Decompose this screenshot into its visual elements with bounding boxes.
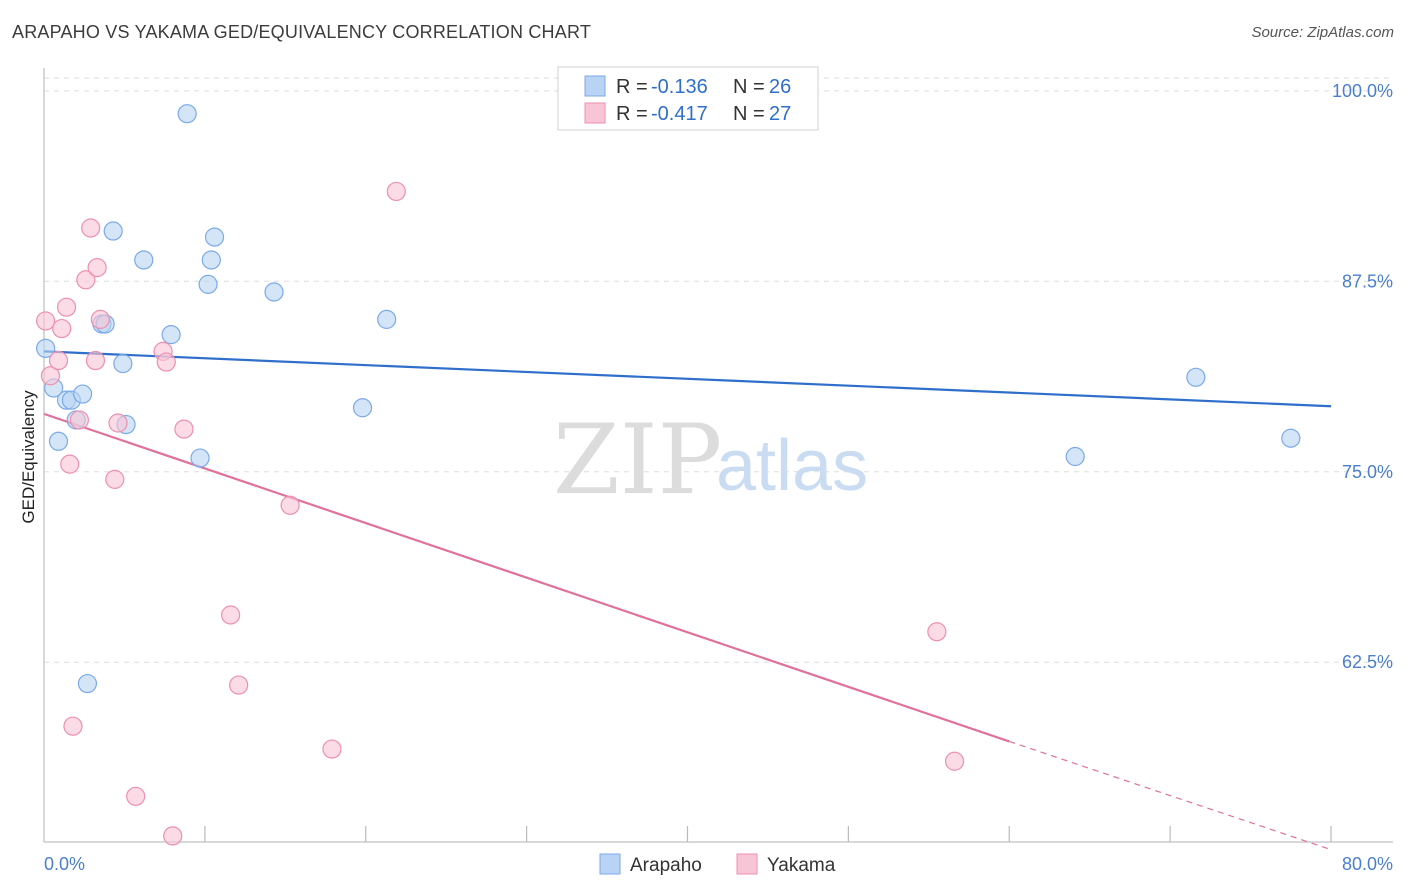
point-yakama [229, 675, 249, 695]
axes [43, 68, 1393, 843]
point-yakama [163, 826, 183, 846]
legend-r-value-yakama: -0.417 [651, 103, 708, 125]
watermark: ZIP atlas [553, 404, 868, 516]
point-yakama [52, 318, 72, 339]
point-arapaho [198, 274, 218, 294]
point-yakama [174, 419, 194, 439]
point-yakama [105, 469, 125, 489]
point-yakama [126, 786, 146, 806]
point-yakama [87, 257, 107, 278]
point-yakama [927, 622, 947, 642]
point-arapaho [77, 673, 98, 694]
legend-r-label-yakama: R = [616, 103, 653, 125]
legend-box: R = -0.136 N = 26 R = -0.417 N = 27 [557, 66, 819, 131]
legend-n-value-yakama: 27 [769, 103, 791, 125]
x-axis-ticks [204, 826, 1332, 842]
watermark-zip: ZIP [553, 404, 722, 516]
chart-title: ARAPAHO VS YAKAMA GED/EQUIVALENCY CORREL… [12, 22, 592, 42]
y-tick-label: 100.0% [1332, 81, 1393, 101]
point-yakama [108, 413, 128, 433]
legend-swatch-yakama [584, 102, 606, 124]
point-arapaho [73, 384, 93, 404]
y-tick-labels: 62.5% 75.0% 87.5% 100.0% [1332, 81, 1393, 672]
trend-lines [43, 350, 1332, 851]
legend-n-value-arapaho: 26 [769, 76, 791, 98]
bottom-legend-label-yakama: Yakama [767, 855, 836, 876]
point-arapaho [204, 227, 225, 247]
point-yakama [81, 218, 101, 238]
legend-r-value-arapaho: -0.136 [651, 76, 708, 98]
legend-swatch-arapaho [584, 75, 606, 97]
point-arapaho [103, 221, 123, 241]
source-label: Source: ZipAtlas.com [1251, 24, 1394, 41]
point-yakama [280, 495, 300, 515]
trend-line-arapaho [43, 350, 1332, 408]
trend-line-yakama-extension [1009, 740, 1332, 851]
bottom-legend-swatch-yakama [736, 853, 758, 875]
point-arapaho [48, 431, 69, 451]
point-arapaho [190, 448, 210, 468]
point-yakama [63, 716, 83, 736]
watermark-atlas: atlas [716, 426, 868, 506]
point-arapaho [201, 250, 221, 270]
point-arapaho [177, 104, 197, 124]
y-tick-label: 62.5% [1342, 652, 1393, 672]
point-yakama [60, 454, 80, 474]
x-tick-label: 80.0% [1342, 854, 1393, 874]
point-arapaho [36, 338, 56, 358]
point-arapaho [161, 325, 181, 345]
data-points [36, 104, 1301, 846]
legend-n-label-yakama: N = [733, 103, 770, 125]
x-tick-label: 0.0% [44, 854, 85, 874]
x-tick-labels: 0.0% 80.0% [44, 854, 1393, 874]
y-tick-label: 87.5% [1342, 271, 1393, 291]
point-yakama [85, 350, 106, 371]
point-yakama [56, 297, 77, 317]
point-arapaho [264, 282, 284, 302]
point-arapaho [377, 309, 397, 329]
point-yakama [944, 751, 965, 771]
y-tick-label: 75.0% [1342, 462, 1393, 482]
point-yakama [156, 352, 176, 372]
point-yakama [36, 311, 56, 331]
point-yakama [322, 739, 342, 759]
bottom-legend-swatch-arapaho [599, 853, 621, 875]
point-yakama [90, 309, 110, 329]
y-axis-title: GED/Equivalency [19, 390, 38, 524]
legend-r-label-arapaho: R = [616, 76, 653, 98]
point-arapaho [1186, 367, 1206, 387]
point-arapaho [352, 398, 373, 418]
point-arapaho [1065, 446, 1085, 467]
point-yakama [221, 605, 241, 625]
point-yakama [40, 366, 61, 386]
trend-line-yakama [43, 412, 1010, 743]
point-yakama [76, 270, 96, 290]
legend-n-label-arapaho: N = [733, 76, 770, 98]
point-yakama [48, 350, 69, 371]
point-arapaho [134, 250, 154, 270]
bottom-legend-label-arapaho: Arapaho [630, 855, 702, 876]
point-arapaho [1281, 428, 1301, 448]
bottom-legend: Arapaho Yakama [599, 853, 836, 876]
point-arapaho [113, 353, 133, 374]
point-yakama [69, 410, 89, 430]
point-yakama [386, 181, 406, 202]
